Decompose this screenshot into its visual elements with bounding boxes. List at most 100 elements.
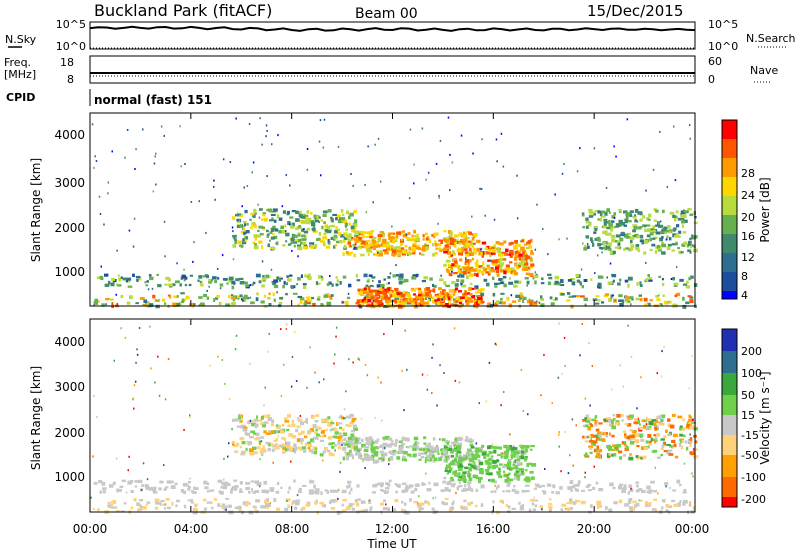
power-cells-cell [604, 211, 608, 216]
velocity-cells-cell [344, 451, 347, 454]
power-cells-cell [243, 220, 247, 224]
power-cells-cell [404, 299, 408, 302]
velocity-cells-cell [170, 485, 176, 489]
velocity-cells-cell [464, 466, 469, 470]
power-cells-cell [588, 208, 593, 213]
velocity-cells-cell [306, 503, 310, 507]
power-cells-cell [91, 123, 94, 126]
power-cells-cell [689, 275, 694, 279]
velocity-cells-cell [594, 420, 597, 425]
power-cells-cell [666, 186, 669, 189]
velocity-cells-cell [508, 472, 511, 476]
velocity-cells-cell [474, 450, 477, 453]
power-cells-cell [460, 274, 465, 278]
power-cells-cell [278, 278, 282, 282]
power-cells-cell [297, 277, 301, 281]
velocity-cells-cell [452, 502, 455, 506]
velocity-cells-cell [527, 413, 529, 416]
velocity-cells-cell [206, 490, 211, 493]
power-cells-cell [168, 283, 173, 287]
velocity-cells-cell [486, 453, 490, 457]
power-cells-cell [541, 277, 544, 281]
velocity-cells-cell [92, 455, 94, 458]
velocity-cells-cell [134, 485, 138, 488]
power-cells-cell [245, 236, 248, 240]
power-cells-cell [212, 276, 217, 280]
power-cells-cell [360, 245, 365, 249]
power-cells-cell [453, 272, 458, 275]
power-cells-cell [366, 248, 372, 253]
velocity-cells-cell [312, 440, 315, 443]
velocity-cells-cell [225, 508, 227, 511]
freq-panel: Freq. [MHz] 18 8 60 0 Nave [4, 55, 778, 86]
power-cells-cell [99, 213, 102, 215]
power-cells-cell [300, 242, 303, 245]
power-cells-cell [522, 296, 527, 300]
power-cells-cell [524, 254, 529, 257]
velocity-cells-cell [275, 425, 281, 429]
velocity-cells-cell [339, 470, 341, 473]
power-cells-cell [499, 266, 502, 270]
power-cells-cell [181, 274, 186, 277]
velocity-cells-cell [566, 501, 572, 505]
velocity-cells-cell [271, 419, 275, 424]
power-cells-cell [659, 130, 661, 133]
velocity-cells-cell [661, 444, 665, 448]
power-cb-band [722, 272, 737, 291]
power-cells-cell [355, 239, 360, 243]
power-cells-cell [251, 221, 256, 225]
velocity-cells-cell [157, 355, 159, 358]
velocity-cells-cell [387, 507, 391, 511]
velocity-cells-cell [415, 445, 419, 448]
power-cells-cell [386, 300, 392, 303]
velocity-cells-cell [475, 442, 478, 445]
power-cells-cell [450, 266, 453, 269]
power-cells-cell [253, 234, 259, 238]
velocity-cells-cell [510, 446, 516, 451]
power-cells-cell [370, 245, 373, 249]
power-cells-cell [302, 246, 308, 250]
velocity-cells-cell [267, 417, 272, 421]
velocity-cells-cell [548, 502, 553, 505]
velocity-cells-cell [454, 441, 458, 445]
velocity-cells-cell [221, 481, 226, 485]
power-cells-cell [666, 246, 671, 251]
power-cells-cell [608, 220, 611, 224]
velocity-cells-cell [678, 443, 682, 447]
power-cells-cell [493, 262, 499, 266]
power-cells-cell [600, 248, 603, 250]
power-cells-cell [301, 238, 306, 241]
power-cells-cell [570, 278, 575, 281]
power-cells-cell [353, 253, 357, 258]
power-cells-cell [320, 303, 324, 306]
power-cells-cell [145, 301, 150, 305]
power-cells-cell [470, 294, 476, 299]
velocity-cells-cell [444, 459, 448, 463]
velocity-cells-cell [611, 425, 616, 430]
velocity-cells-cell [498, 467, 501, 470]
power-cells-cell [340, 209, 344, 213]
velocity-cells-cell [438, 457, 442, 462]
velocity-cells-cell [302, 506, 306, 511]
velocity-cells-cell [270, 423, 275, 427]
velocity-cells-cell [517, 472, 522, 476]
velocity-cells-cell [287, 504, 290, 509]
power-cells-cell [661, 251, 666, 255]
velocity-cells-cell [394, 444, 397, 447]
velocity-cells-cell [316, 510, 319, 515]
power-cells-cell [272, 281, 277, 286]
power-cells-cell [629, 247, 634, 251]
power-cells-cell [270, 227, 275, 231]
power-cells-cell [111, 302, 114, 306]
velocity-cells-cell [551, 402, 553, 405]
velocity-cells-cell [273, 439, 277, 442]
power-cells-cell [117, 274, 121, 277]
power-cells-cell [618, 294, 623, 298]
power-cells-cell [655, 209, 659, 213]
velocity-cells-cell [313, 450, 317, 455]
power-cells-cell [460, 296, 465, 300]
velocity-cells-cell [304, 420, 308, 423]
velocity-cells-cell [425, 500, 430, 504]
power-cells-cell [658, 224, 662, 228]
power-cells-cell [481, 241, 487, 245]
